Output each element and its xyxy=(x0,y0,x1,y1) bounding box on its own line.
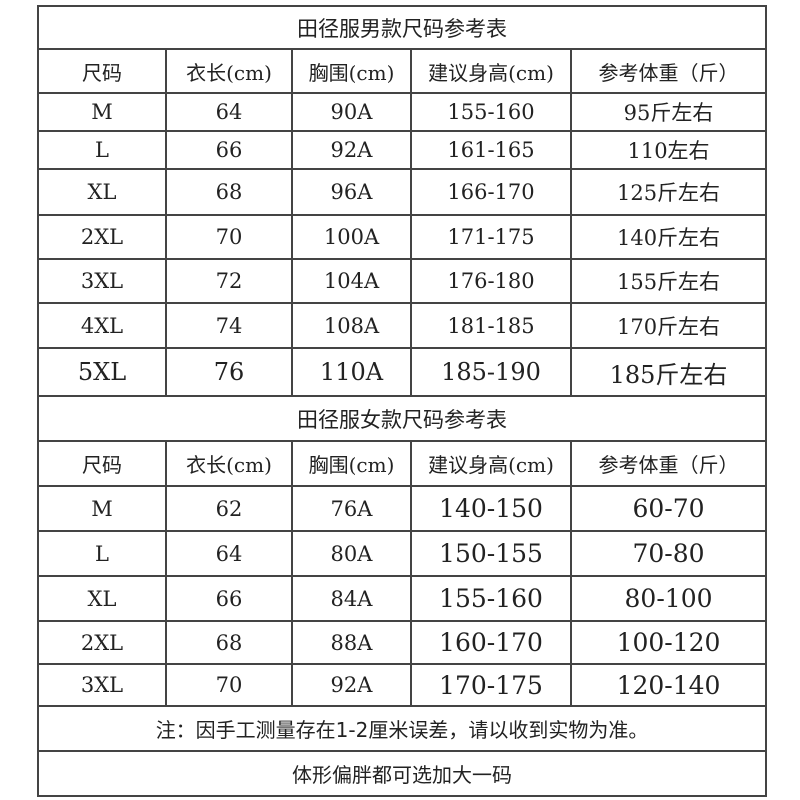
cell-length: 74 xyxy=(165,302,293,349)
size-chart-table: 田径服男款尺码参考表 尺码 衣长(cm) 胸围(cm) 建议身高(cm) 参考体重（斤） M… xyxy=(36,5,768,797)
cell-height: 155-160 xyxy=(410,575,572,622)
cell-chest: 110A xyxy=(291,347,412,397)
cell-chest: 96A xyxy=(291,168,412,216)
cell-weight: 170斤左右 xyxy=(569,302,768,349)
women-table-title: 田径服女款尺码参考表 xyxy=(36,395,768,442)
cell-height: 185-190 xyxy=(410,347,572,397)
cell-chest: 88A xyxy=(291,620,412,665)
cell-height: 170-175 xyxy=(410,663,572,707)
cell-chest: 92A xyxy=(291,130,412,170)
table-row: 3XL 72 104A 176-180 155斤左右 xyxy=(37,258,768,304)
cell-weight: 95斤左右 xyxy=(569,92,768,132)
men-table-title: 田径服男款尺码参考表 xyxy=(36,5,768,50)
column-header-chest: 胸围(cm) xyxy=(291,440,412,487)
cell-length: 70 xyxy=(165,214,293,260)
cell-chest: 104A xyxy=(291,258,412,304)
cell-height: 161-165 xyxy=(410,130,572,170)
cell-weight: 155斤左右 xyxy=(569,258,768,304)
cell-weight: 80-100 xyxy=(569,575,768,622)
table-row: L 66 92A 161-165 110左右 xyxy=(37,130,768,170)
cell-weight: 70-80 xyxy=(569,530,768,577)
table-row: XL 68 96A 166-170 125斤左右 xyxy=(37,168,768,216)
table-row: 2XL 68 88A 160-170 100-120 xyxy=(37,620,768,665)
cell-length: 76 xyxy=(165,347,293,397)
column-header-weight: 参考体重（斤） xyxy=(569,440,768,487)
cell-length: 68 xyxy=(165,168,293,216)
cell-length: 64 xyxy=(165,92,293,132)
table-row: M 64 90A 155-160 95斤左右 xyxy=(37,92,768,132)
cell-size: 3XL xyxy=(37,258,167,304)
footer-row: 体形偏胖都可选加大一码 xyxy=(36,750,768,797)
cell-height: 160-170 xyxy=(410,620,572,665)
column-header-size: 尺码 xyxy=(37,440,167,487)
cell-size: 4XL xyxy=(37,302,167,349)
cell-length: 70 xyxy=(165,663,293,707)
cell-weight: 120-140 xyxy=(569,663,768,707)
cell-size: 5XL xyxy=(37,347,167,397)
cell-height: 150-155 xyxy=(410,530,572,577)
cell-length: 62 xyxy=(165,485,293,532)
cell-chest: 100A xyxy=(291,214,412,260)
table-row: 3XL 70 92A 170-175 120-140 xyxy=(37,663,768,707)
cell-chest: 80A xyxy=(291,530,412,577)
cell-weight: 100-120 xyxy=(569,620,768,665)
cell-size: 2XL xyxy=(37,214,167,260)
size-advice: 体形偏胖都可选加大一码 xyxy=(36,750,768,797)
cell-height: 176-180 xyxy=(410,258,572,304)
women-header-row: 尺码 衣长(cm) 胸围(cm) 建议身高(cm) 参考体重（斤） xyxy=(37,440,768,487)
cell-size: 2XL xyxy=(37,620,167,665)
table-row: L 64 80A 150-155 70-80 xyxy=(37,530,768,577)
table-row: 5XL 76 110A 185-190 185斤左右 xyxy=(37,347,768,397)
cell-weight: 125斤左右 xyxy=(569,168,768,216)
cell-length: 64 xyxy=(165,530,293,577)
table-row: M 62 76A 140-150 60-70 xyxy=(37,485,768,532)
column-header-height: 建议身高(cm) xyxy=(410,48,572,94)
cell-length: 66 xyxy=(165,130,293,170)
note-row: 注：因手工测量存在1-2厘米误差，请以收到实物为准。 xyxy=(36,705,768,752)
women-title-row: 田径服女款尺码参考表 xyxy=(36,395,768,442)
cell-length: 68 xyxy=(165,620,293,665)
cell-weight: 140斤左右 xyxy=(569,214,768,260)
cell-size: M xyxy=(37,485,167,532)
column-header-size: 尺码 xyxy=(37,48,167,94)
cell-size: XL xyxy=(37,575,167,622)
cell-chest: 76A xyxy=(291,485,412,532)
men-header-row: 尺码 衣长(cm) 胸围(cm) 建议身高(cm) 参考体重（斤） xyxy=(37,48,768,94)
column-header-height: 建议身高(cm) xyxy=(410,440,572,487)
cell-chest: 92A xyxy=(291,663,412,707)
cell-height: 140-150 xyxy=(410,485,572,532)
men-title-row: 田径服男款尺码参考表 xyxy=(36,5,768,50)
column-header-chest: 胸围(cm) xyxy=(291,48,412,94)
cell-height: 155-160 xyxy=(410,92,572,132)
column-header-length: 衣长(cm) xyxy=(165,440,293,487)
cell-weight: 185斤左右 xyxy=(569,347,768,397)
cell-size: 3XL xyxy=(37,663,167,707)
cell-length: 72 xyxy=(165,258,293,304)
cell-size: L xyxy=(37,130,167,170)
table-row: 2XL 70 100A 171-175 140斤左右 xyxy=(37,214,768,260)
cell-height: 181-185 xyxy=(410,302,572,349)
table-row: XL 66 84A 155-160 80-100 xyxy=(37,575,768,622)
measurement-note: 注：因手工测量存在1-2厘米误差，请以收到实物为准。 xyxy=(36,705,768,752)
cell-size: L xyxy=(37,530,167,577)
cell-height: 171-175 xyxy=(410,214,572,260)
cell-weight: 60-70 xyxy=(569,485,768,532)
cell-chest: 84A xyxy=(291,575,412,622)
table-row: 4XL 74 108A 181-185 170斤左右 xyxy=(37,302,768,349)
cell-length: 66 xyxy=(165,575,293,622)
cell-size: XL xyxy=(37,168,167,216)
cell-size: M xyxy=(37,92,167,132)
cell-weight: 110左右 xyxy=(569,130,768,170)
column-header-weight: 参考体重（斤） xyxy=(569,48,768,94)
cell-chest: 90A xyxy=(291,92,412,132)
cell-chest: 108A xyxy=(291,302,412,349)
column-header-length: 衣长(cm) xyxy=(165,48,293,94)
cell-height: 166-170 xyxy=(410,168,572,216)
